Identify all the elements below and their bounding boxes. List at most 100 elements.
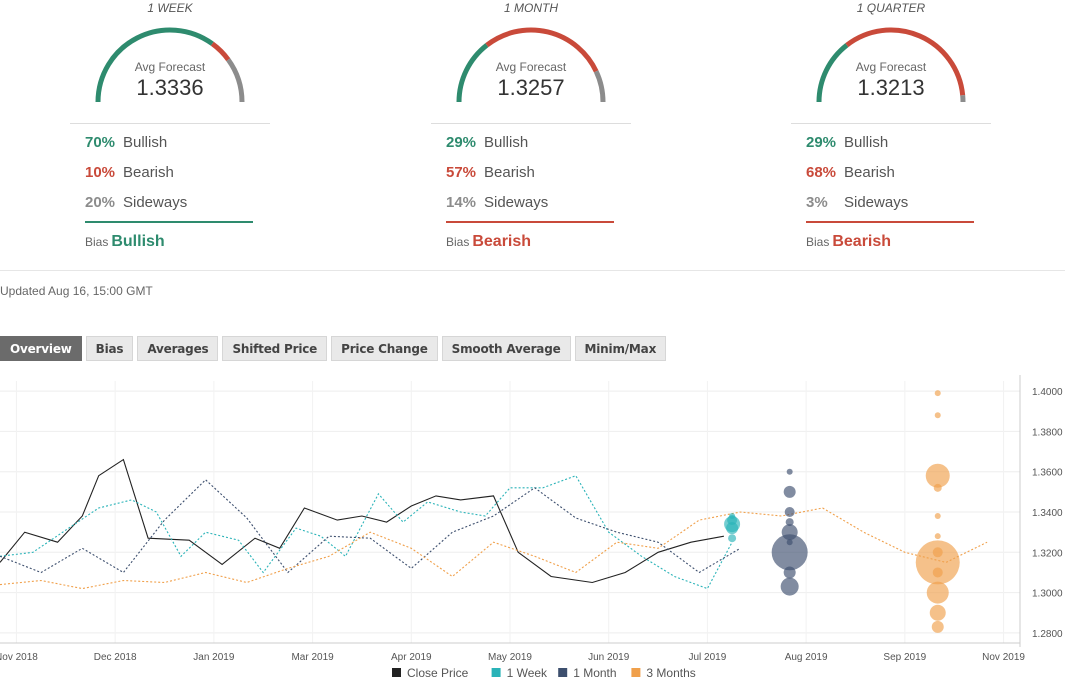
series-line-1-month <box>0 479 741 574</box>
bullish-pct: 29% <box>446 134 477 151</box>
series-line-3-months <box>0 507 988 590</box>
bias-label: Bias <box>85 235 109 249</box>
bullish-stat: 29% Bullish <box>806 134 888 151</box>
gauge-sideways-arc <box>593 70 606 103</box>
gauge-bearish-arc <box>485 27 599 73</box>
legend-label[interactable]: Close Price <box>407 666 469 680</box>
sideways-pct: 20% <box>85 194 116 211</box>
gauge-bullish-arc <box>816 43 849 103</box>
tab-price-change[interactable]: Price Change <box>331 336 438 361</box>
y-tick-label: 1.3800 <box>1032 427 1063 438</box>
forecast-bubble-3-months <box>915 540 960 585</box>
x-tick-label: Nov 2019 <box>982 652 1025 663</box>
avg-forecast-value: 1.3213 <box>857 75 925 100</box>
panel-title: 1 WEEK <box>147 1 193 15</box>
forecast-bubble-3-months <box>929 604 946 621</box>
divider <box>431 123 631 124</box>
gauge-bullish-arc <box>456 43 489 103</box>
tab-overview[interactable]: Overview <box>0 336 82 361</box>
legend-label[interactable]: 3 Months <box>646 666 695 680</box>
sideways-label: Sideways <box>484 194 549 211</box>
chart-tabs: Overview Bias Averages Shifted Price Pri… <box>0 336 670 361</box>
sideways-pct: 14% <box>446 194 477 211</box>
tab-shifted-price[interactable]: Shifted Price <box>222 336 328 361</box>
bullish-label: Bullish <box>123 134 168 151</box>
forecast-bubble-1-month <box>786 468 793 475</box>
tab-averages[interactable]: Averages <box>137 336 219 361</box>
series-line-close-price <box>0 458 724 584</box>
bias-row: Bias Bullish <box>85 233 165 251</box>
legend-swatch <box>631 668 641 677</box>
bearish-pct: 57% <box>446 164 477 181</box>
forecast-bubble-1-month <box>771 534 808 571</box>
gauge-month <box>456 27 606 103</box>
avg-forecast-label: Avg Forecast <box>495 60 567 74</box>
forecast-bubble-1-week <box>726 522 739 535</box>
bullish-stat: 70% Bullish <box>85 134 167 151</box>
bearish-label: Bearish <box>484 164 535 181</box>
forecast-bubble-1-week <box>729 513 736 520</box>
sideways-stat: 20% Sideways <box>85 194 187 211</box>
sideways-stat: 3% Sideways <box>806 194 908 211</box>
x-tick-label: Sep 2019 <box>883 652 926 663</box>
bullish-label: Bullish <box>844 134 889 151</box>
sideways-label: Sideways <box>844 194 909 211</box>
tab-smooth-average[interactable]: Smooth Average <box>441 336 571 361</box>
forecast-bubble-1-month <box>780 577 799 596</box>
bearish-pct: 68% <box>806 164 837 181</box>
updated-timestamp: Updated Aug 16, 15:00 GMT <box>0 284 153 298</box>
divider <box>70 123 270 124</box>
bias-line <box>446 221 614 223</box>
sideways-pct: 3% <box>806 194 828 211</box>
chart-grid <box>0 381 1020 643</box>
bias-line <box>806 221 974 223</box>
forecast-bubble-1-month <box>785 518 794 527</box>
y-tick-label: 1.3000 <box>1032 589 1063 600</box>
panel-title: 1 QUARTER <box>856 1 926 15</box>
bullish-pct: 70% <box>85 134 116 151</box>
bullish-stat: 29% Bullish <box>446 134 528 151</box>
forecast-bubble-3-months <box>933 483 942 492</box>
y-tick-label: 1.3200 <box>1032 548 1063 559</box>
divider <box>791 123 991 124</box>
x-tick-label: Mar 2019 <box>291 652 334 663</box>
legend-label[interactable]: 1 Week <box>507 666 548 680</box>
legend-swatch <box>491 668 501 677</box>
section-divider <box>0 270 1065 271</box>
forecast-bubble-3-months <box>931 620 944 633</box>
bearish-stat: 68% Bearish <box>806 164 895 181</box>
bearish-pct: 10% <box>85 164 116 181</box>
y-tick-label: 1.3400 <box>1032 508 1063 519</box>
avg-forecast-value: 1.3257 <box>497 75 565 100</box>
y-tick-label: 1.2800 <box>1032 629 1063 640</box>
bias-value: Bearish <box>832 233 892 250</box>
bias-value: Bullish <box>111 233 165 250</box>
forecast-bubble-1-month <box>783 566 796 579</box>
y-tick-label: 1.3600 <box>1032 468 1063 479</box>
forecast-bubble-1-month <box>784 507 795 517</box>
avg-forecast-label: Avg Forecast <box>855 60 927 74</box>
tab-bias[interactable]: Bias <box>85 336 134 361</box>
legend-label[interactable]: 1 Month <box>573 666 616 680</box>
gauge-bullish-arc <box>95 27 214 103</box>
gauge-sideways-arc <box>226 58 245 103</box>
y-tick-label: 1.4000 <box>1032 387 1063 398</box>
gauge-bearish-arc <box>210 41 231 62</box>
forecast-bubble-1-month <box>783 485 796 498</box>
tab-minim-max[interactable]: Minim/Max <box>574 336 667 361</box>
forecast-bubble-3-months <box>932 567 943 578</box>
legend-swatch <box>558 668 568 677</box>
series-line-1-week <box>0 475 733 590</box>
bias-label: Bias <box>806 235 830 249</box>
x-tick-label: Jun 2019 <box>588 652 630 663</box>
x-tick-label: Dec 2018 <box>94 652 137 663</box>
x-tick-label: Jul 2019 <box>689 652 727 663</box>
bullish-label: Bullish <box>484 134 529 151</box>
bias-line <box>85 221 253 223</box>
bias-value: Bearish <box>472 233 532 250</box>
forecast-chart: 1.2800 1.3000 1.3200 1.3400 1.3600 1.3800 1.40… <box>0 375 1063 680</box>
forecast-bubble-3-months <box>934 513 941 520</box>
forecast-bubble-3-months <box>934 390 941 397</box>
legend-swatch <box>392 668 401 677</box>
bias-label: Bias <box>446 235 470 249</box>
